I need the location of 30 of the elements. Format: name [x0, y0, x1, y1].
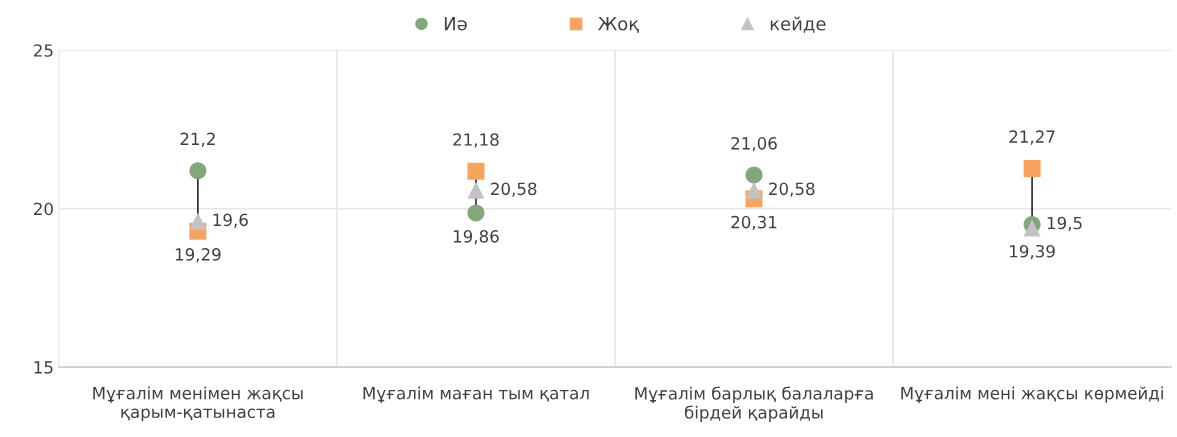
point [467, 204, 485, 222]
data-label: 21,18 [453, 133, 499, 148]
x-tick-label: Мұғалім мені жақсы көрмейді [901, 386, 1163, 403]
data-label: 19,29 [175, 248, 221, 263]
y-tick-label: 25 [34, 44, 53, 57]
data-label: 21,27 [1009, 130, 1055, 145]
point [467, 162, 485, 180]
point [745, 181, 763, 199]
legend-label: кейде [770, 16, 826, 33]
data-label: 20,31 [731, 215, 777, 231]
point [1023, 159, 1041, 177]
data-label: 20,58 [491, 182, 537, 197]
y-tick-label: 15 [34, 361, 53, 374]
point [745, 166, 763, 184]
data-label: 19,5 [1047, 216, 1082, 232]
data-label: 19,39 [1010, 244, 1055, 260]
x-tick-label: Мұғалім маған тым қатал [363, 386, 589, 403]
data-label: 20,58 [769, 182, 815, 197]
data-label: 19,86 [453, 230, 499, 245]
x-tick-label: Мұғалім менімен жақсы қарым-қатынаста [93, 386, 303, 422]
data-label: 21,2 [180, 132, 215, 147]
point [467, 181, 485, 199]
data-label: 21,06 [731, 137, 777, 152]
legend-label: Иә [444, 17, 467, 31]
point [189, 212, 207, 230]
point [189, 162, 207, 180]
legend-label: Жоқ [598, 17, 639, 33]
y-tick-label: 20 [34, 202, 53, 216]
data-label: 19,6 [213, 213, 248, 228]
x-tick-label: Мұғалім барлық балаларға бірдей қарайды [635, 386, 873, 422]
